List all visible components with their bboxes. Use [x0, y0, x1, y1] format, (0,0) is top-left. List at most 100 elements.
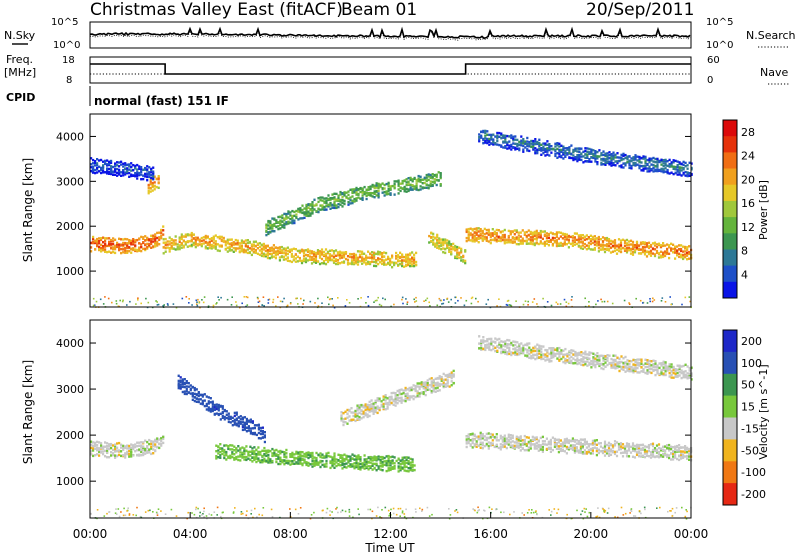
echo-cell	[251, 431, 254, 435]
echo-cell	[128, 453, 131, 456]
echo-cell	[252, 240, 255, 243]
echo-cell	[353, 465, 356, 468]
echo-cell	[643, 243, 647, 246]
echo-cell	[253, 426, 256, 430]
echo-cell	[377, 250, 380, 253]
echo-cell	[559, 235, 562, 238]
echo-cell	[656, 165, 659, 168]
echo-cell	[603, 247, 607, 251]
echo-cell	[158, 231, 161, 234]
echo-cell	[383, 259, 386, 262]
echo-cell	[674, 257, 677, 260]
echo-cell	[306, 254, 310, 257]
echo-cell	[342, 423, 345, 427]
echo-cell	[387, 255, 390, 259]
echo-cell	[317, 453, 320, 456]
echo-cell	[320, 262, 324, 265]
echo-cell	[377, 186, 380, 190]
echo-cell	[138, 246, 141, 249]
echo-cell	[426, 379, 429, 382]
scatter-cell	[447, 301, 450, 303]
echo-cell	[327, 454, 330, 458]
echo-cell	[200, 243, 203, 246]
echo-cell	[122, 448, 125, 451]
echo-cell	[487, 432, 490, 435]
scatter-cell	[262, 296, 265, 298]
echo-cell	[469, 232, 472, 235]
echo-cell	[578, 147, 581, 150]
echo-cell	[257, 431, 260, 435]
echo-cell	[641, 446, 645, 450]
echo-cell	[542, 145, 545, 148]
echo-cell	[658, 168, 661, 172]
echo-cell	[122, 251, 125, 254]
echo-cell	[666, 444, 669, 447]
echo-cell	[156, 242, 159, 245]
echo-cell	[478, 335, 481, 338]
echo-cell	[150, 176, 153, 180]
echo-cell	[339, 460, 342, 463]
echo-cell	[389, 257, 392, 261]
echo-cell	[203, 404, 206, 408]
echo-cell	[264, 246, 267, 250]
scatter-cell	[442, 302, 445, 305]
echo-cell	[108, 456, 111, 459]
echo-cell	[189, 388, 192, 392]
echo-cell	[225, 450, 228, 454]
echo-cell	[150, 242, 153, 246]
echo-cell	[358, 418, 361, 421]
echo-cell	[162, 233, 165, 236]
echo-cell	[405, 183, 408, 187]
echo-cell	[680, 450, 683, 453]
echo-cell	[358, 404, 361, 407]
echo-cell	[407, 263, 410, 267]
echo-cell	[128, 246, 131, 249]
echo-cell	[314, 255, 318, 258]
echo-cell	[164, 237, 167, 241]
echo-cell	[500, 132, 503, 135]
echo-cell	[124, 454, 127, 457]
echo-cell	[488, 337, 491, 341]
echo-cell	[397, 465, 400, 468]
echo-cell	[515, 438, 518, 442]
echo-cell	[537, 242, 540, 246]
echo-cell	[116, 167, 119, 171]
echo-cell	[356, 404, 359, 407]
echo-cell	[492, 143, 495, 146]
echo-cell	[217, 405, 220, 409]
echo-cell	[94, 168, 97, 172]
echo-cell	[529, 238, 532, 242]
echo-cell	[299, 462, 302, 465]
echo-cell	[431, 175, 434, 179]
echo-cell	[272, 244, 275, 247]
echo-cell	[580, 152, 583, 155]
echo-cell	[140, 450, 143, 454]
echo-cell	[370, 409, 373, 413]
echo-cell	[255, 448, 258, 451]
echo-cell	[358, 253, 362, 256]
echo-cell	[313, 462, 316, 466]
echo-cell	[559, 443, 562, 446]
echo-cell	[102, 164, 105, 167]
echo-cell	[567, 448, 570, 451]
echo-cell	[642, 164, 645, 168]
echo-cell	[345, 454, 348, 458]
scatter-cell	[563, 298, 566, 301]
echo-cell	[526, 144, 529, 148]
echo-cell	[251, 460, 254, 463]
echo-cell	[686, 164, 689, 167]
echo-cell	[621, 446, 625, 449]
echo-cell	[522, 150, 525, 153]
echo-cell	[533, 232, 536, 235]
echo-cell	[374, 399, 377, 402]
echo-cell	[442, 238, 445, 241]
echo-cell	[106, 456, 109, 459]
echo-cell	[408, 398, 411, 401]
echo-cell	[134, 445, 137, 449]
echo-cell	[277, 221, 280, 224]
scatter-cell	[126, 304, 128, 306]
scatter-cell	[93, 304, 96, 306]
echo-cell	[401, 187, 404, 190]
echo-cell	[423, 186, 426, 189]
echo-cell	[584, 156, 587, 159]
